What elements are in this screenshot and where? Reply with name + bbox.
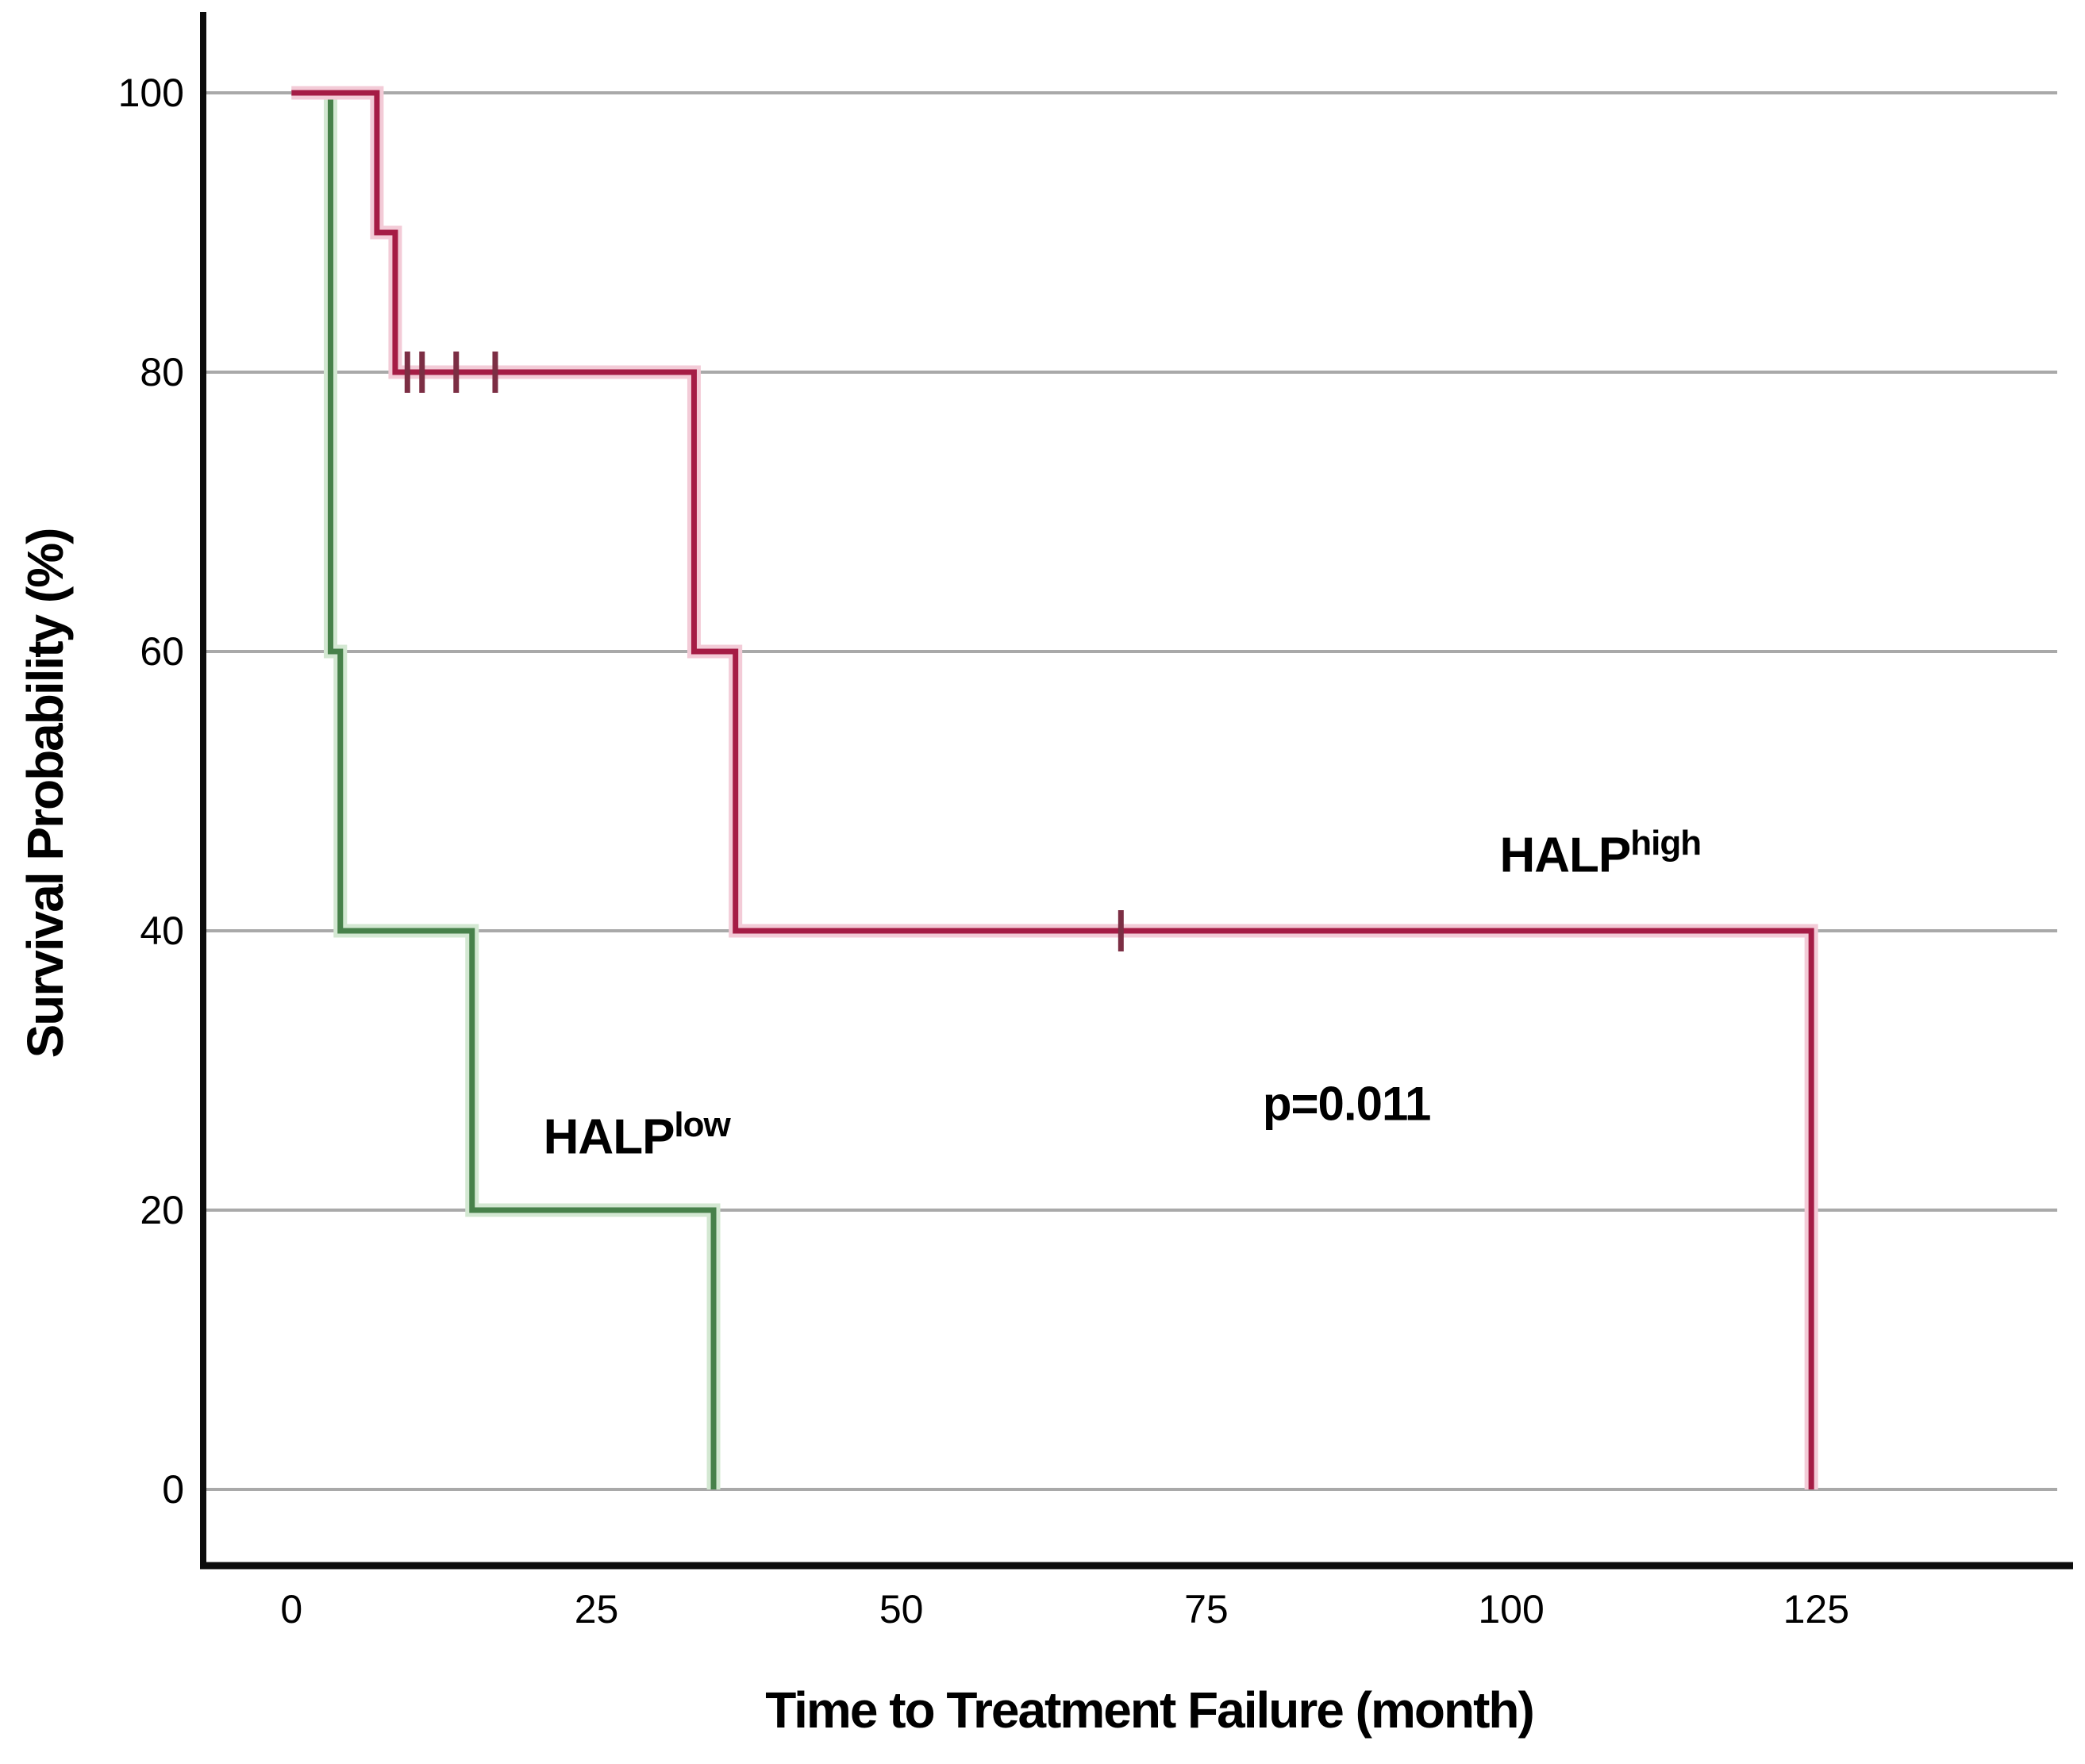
x-axis-title: Time to Treatment Failure (month) xyxy=(765,1681,1535,1739)
y-tick-label-0: 0 xyxy=(162,1467,184,1512)
series-label-halp-high: HALPhigh xyxy=(1499,823,1702,883)
y-tick-label-20: 20 xyxy=(140,1188,184,1232)
x-tick-label-125: 125 xyxy=(1783,1587,1849,1631)
km-curve-halo-HALP-low xyxy=(291,86,721,1489)
y-tick-label-60: 60 xyxy=(140,629,184,674)
km-curve-HALP-low xyxy=(291,90,717,1489)
km-curve-halo-HALP-high xyxy=(291,86,1818,1489)
km-curve-HALP-high xyxy=(291,90,1814,1489)
x-tick-label-75: 75 xyxy=(1184,1587,1229,1631)
x-tick-label-50: 50 xyxy=(879,1587,924,1631)
y-tick-label-80: 80 xyxy=(140,350,184,394)
y-tick-label-40: 40 xyxy=(140,909,184,953)
p-value-label: p=0.011 xyxy=(1262,1077,1432,1131)
series-label-halp-high-text: HALP xyxy=(1499,828,1631,883)
series-label-halp-low-sup: low xyxy=(674,1105,730,1145)
series-label-halp-low: HALPlow xyxy=(543,1108,731,1166)
y-axis-title: Survival Probability (%) xyxy=(17,528,74,1059)
series-label-halp-low-text: HALP xyxy=(543,1109,675,1165)
series-label-halp-high-sup: high xyxy=(1630,823,1702,863)
x-tick-label-25: 25 xyxy=(575,1587,619,1631)
x-tick-label-100: 100 xyxy=(1478,1587,1544,1631)
x-tick-label-0: 0 xyxy=(280,1587,302,1631)
y-tick-label-100: 100 xyxy=(118,71,184,115)
